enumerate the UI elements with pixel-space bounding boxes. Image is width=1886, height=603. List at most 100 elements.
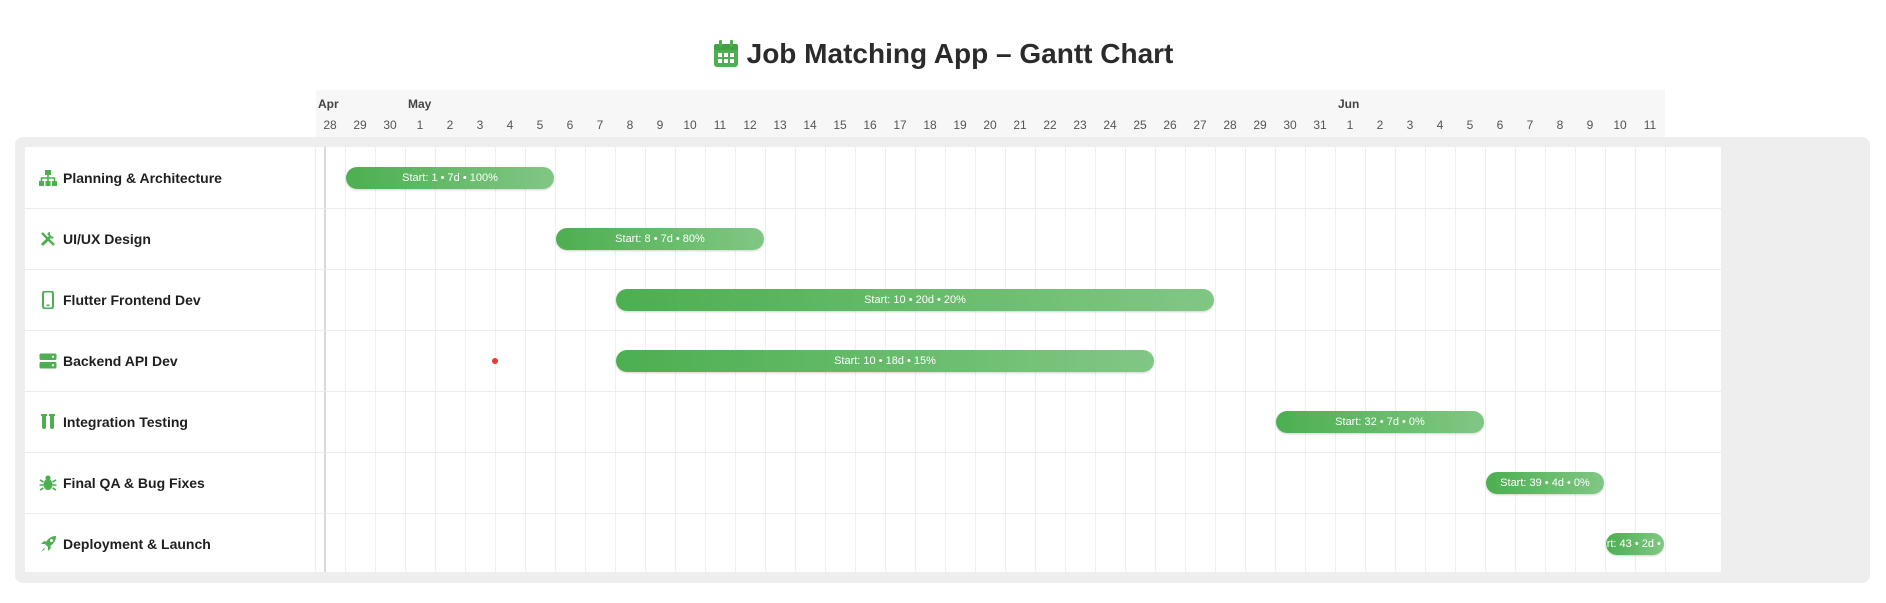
grid-line xyxy=(1335,147,1336,572)
task-name: UI/UX Design xyxy=(63,230,151,247)
day-tick-label: 1 xyxy=(1346,118,1354,132)
task-name: Flutter Frontend Dev xyxy=(63,291,201,308)
grid-line xyxy=(1215,147,1216,572)
task-bar[interactable]: Start: 32 • 7d • 0% xyxy=(1276,410,1484,433)
task-label: Planning & Architecture xyxy=(39,147,222,208)
day-tick-label: 6 xyxy=(1496,118,1504,132)
day-tick-label: 4 xyxy=(506,118,514,132)
day-tick-label: 11 xyxy=(713,118,727,132)
rocket-icon xyxy=(41,535,56,552)
day-tick-label: 13 xyxy=(773,118,787,132)
grid-line xyxy=(1185,147,1186,572)
task-label: Integration Testing xyxy=(39,391,188,452)
day-tick-label: 11 xyxy=(1643,118,1657,132)
month-label: Apr xyxy=(318,97,339,111)
grid-line xyxy=(1425,147,1426,572)
grid-line xyxy=(615,147,616,572)
day-tick-label: 20 xyxy=(983,118,997,132)
task-label: Flutter Frontend Dev xyxy=(39,269,201,330)
grid-line xyxy=(1605,147,1606,572)
grid-line xyxy=(375,147,376,572)
task-row: UI/UX Design Start: 8 • 7d • 80% xyxy=(25,208,1721,270)
day-tick-label: 26 xyxy=(1163,118,1177,132)
task-bar[interactable]: Start: 43 • 2d • 0% xyxy=(1606,532,1664,555)
task-bar[interactable]: Start: 10 • 20d • 20% xyxy=(616,288,1214,311)
task-bar[interactable]: Start: 39 • 4d • 0% xyxy=(1486,471,1604,494)
task-bar[interactable]: Start: 8 • 7d • 80% xyxy=(556,227,764,250)
grid-line xyxy=(1275,147,1276,572)
day-tick-label: 27 xyxy=(1193,118,1207,132)
task-name: Integration Testing xyxy=(63,413,188,430)
server-icon xyxy=(39,353,57,368)
grid-line xyxy=(1665,147,1666,572)
chart-title-area: Job Matching App – Gantt Chart xyxy=(0,34,1886,74)
bug-icon xyxy=(39,474,57,491)
vials-icon xyxy=(41,413,55,429)
task-label: Deployment & Launch xyxy=(39,513,211,574)
grid-line xyxy=(525,147,526,572)
day-tick-label: 16 xyxy=(863,118,877,132)
grid-line xyxy=(1545,147,1546,572)
day-tick-label: 10 xyxy=(683,118,697,132)
grid-line xyxy=(1155,147,1156,572)
marker-dot xyxy=(492,357,498,364)
task-row: Planning & Architecture Start: 1 • 7d • 1… xyxy=(25,147,1721,209)
grid-line xyxy=(1245,147,1246,572)
month-label: May xyxy=(408,97,432,111)
day-tick-label: 10 xyxy=(1613,118,1627,132)
task-name: Backend API Dev xyxy=(63,352,178,369)
task-row: Flutter Frontend Dev Start: 10 • 20d • 20… xyxy=(25,269,1721,331)
day-tick-label: 8 xyxy=(1556,118,1564,132)
day-tick-label: 12 xyxy=(743,118,757,132)
day-tick-label: 9 xyxy=(656,118,664,132)
day-tick-label: 23 xyxy=(1073,118,1087,132)
page-title: Job Matching App – Gantt Chart xyxy=(746,38,1174,69)
task-bar[interactable]: Start: 10 • 18d • 15% xyxy=(616,349,1154,372)
day-tick-label: 5 xyxy=(1466,118,1474,132)
day-tick-label: 30 xyxy=(383,118,397,132)
day-tick-label: 17 xyxy=(893,118,907,132)
grid-line xyxy=(315,147,316,572)
grid-line xyxy=(585,147,586,572)
day-tick-label: 29 xyxy=(1253,118,1267,132)
grid-line xyxy=(345,147,346,572)
day-tick-label: 22 xyxy=(1043,118,1057,132)
day-tick-label: 28 xyxy=(1223,118,1237,132)
gantt-grid: Planning & Architecture Start: 1 • 7d • 1… xyxy=(25,147,1721,572)
grid-line xyxy=(555,147,556,572)
day-tick-label: 28 xyxy=(323,118,337,132)
calendar-icon xyxy=(713,40,738,67)
grid-line xyxy=(435,147,436,572)
task-name: Final QA & Bug Fixes xyxy=(63,474,205,491)
day-tick-label: 14 xyxy=(803,118,817,132)
day-tick-label: 4 xyxy=(1436,118,1444,132)
tools-icon xyxy=(41,231,55,246)
task-row: Backend API Dev Start: 10 • 18d • 15% xyxy=(25,330,1721,392)
label-column-divider xyxy=(324,147,326,572)
grid-line xyxy=(1305,147,1306,572)
day-tick-label: 21 xyxy=(1013,118,1027,132)
day-tick-label: 8 xyxy=(626,118,634,132)
task-row: Deployment & Launch Start: 43 • 2d • 0% xyxy=(25,513,1721,574)
day-tick-label: 30 xyxy=(1283,118,1297,132)
grid-line xyxy=(465,147,466,572)
day-tick-label: 7 xyxy=(596,118,604,132)
day-tick-label: 25 xyxy=(1133,118,1147,132)
day-tick-label: 18 xyxy=(923,118,937,132)
task-label: UI/UX Design xyxy=(39,208,151,269)
day-tick-label: 7 xyxy=(1526,118,1534,132)
day-tick-label: 3 xyxy=(1406,118,1414,132)
grid-line xyxy=(1575,147,1576,572)
day-tick-label: 1 xyxy=(416,118,424,132)
task-name: Deployment & Launch xyxy=(63,535,211,552)
day-tick-label: 3 xyxy=(476,118,484,132)
grid-line xyxy=(1455,147,1456,572)
month-label: Jun xyxy=(1338,97,1360,111)
day-tick-label: 2 xyxy=(446,118,454,132)
day-tick-label: 19 xyxy=(953,118,967,132)
day-tick-label: 9 xyxy=(1586,118,1594,132)
day-tick-label: 31 xyxy=(1313,118,1327,132)
day-tick-label: 2 xyxy=(1376,118,1384,132)
day-tick-label: 6 xyxy=(566,118,574,132)
task-bar[interactable]: Start: 1 • 7d • 100% xyxy=(346,166,554,189)
